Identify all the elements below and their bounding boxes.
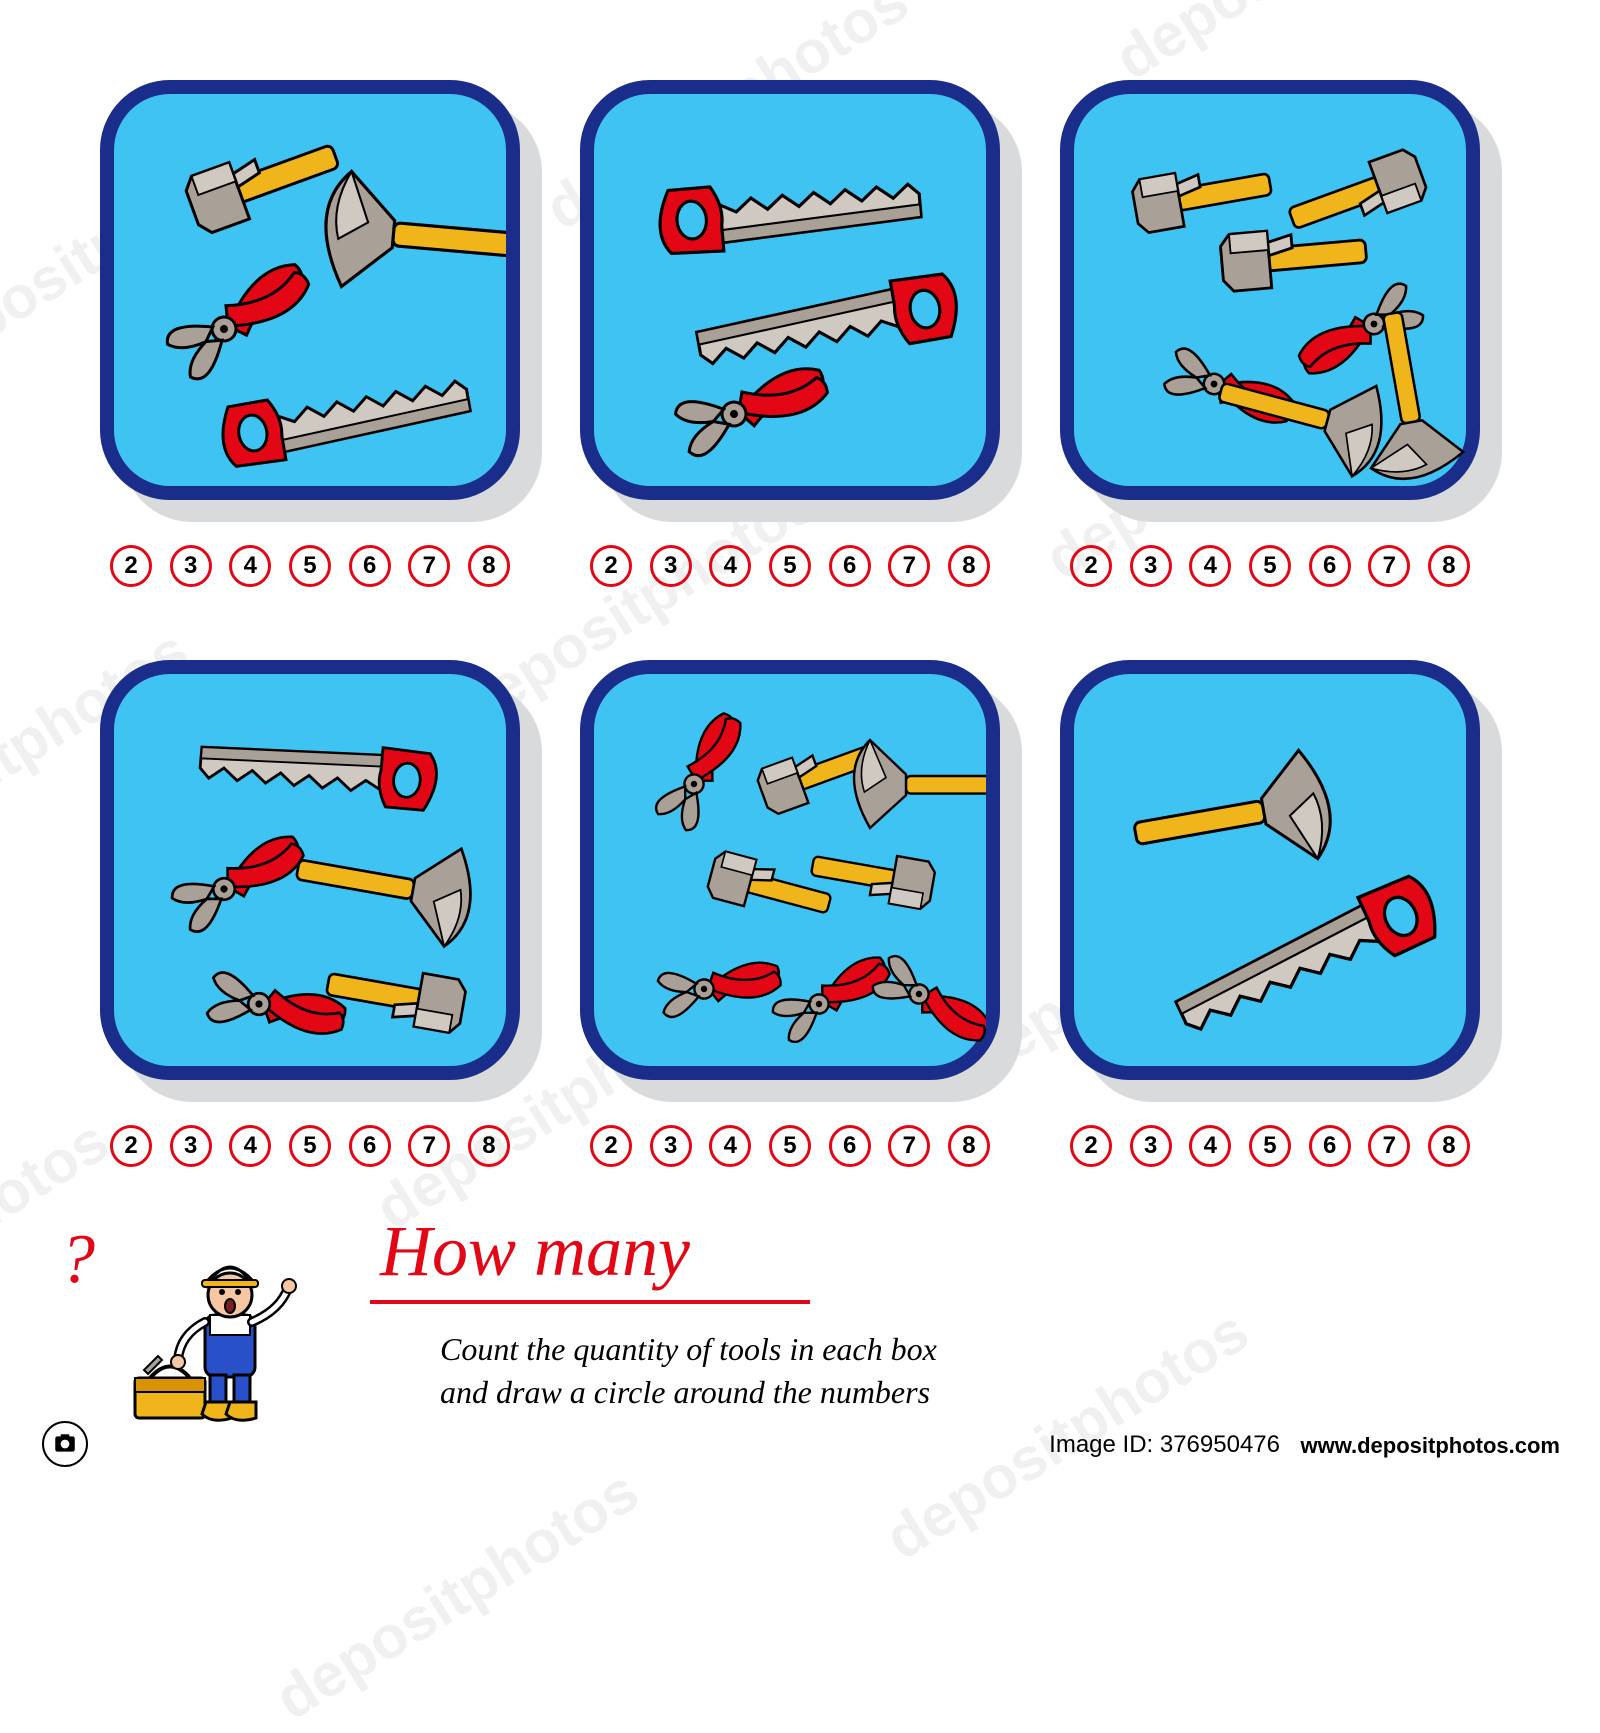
- number-option[interactable]: 8: [948, 545, 990, 587]
- number-options-row: 2345678: [100, 545, 520, 587]
- pliers-icon: [163, 251, 318, 383]
- puzzle-cell: 2345678: [1060, 660, 1500, 1200]
- number-option[interactable]: 5: [289, 1125, 331, 1167]
- number-option[interactable]: 4: [709, 1125, 751, 1167]
- number-option[interactable]: 6: [1309, 1125, 1351, 1167]
- image-id-label: Image ID: 376950476: [1049, 1431, 1280, 1459]
- number-option[interactable]: 6: [829, 1125, 871, 1167]
- axe-icon: [1126, 747, 1337, 889]
- number-option[interactable]: 4: [1189, 1125, 1231, 1167]
- pliers-icon: [653, 707, 752, 834]
- number-option[interactable]: 5: [769, 545, 811, 587]
- number-options-row: 2345678: [100, 1125, 520, 1167]
- number-options-row: 2345678: [580, 545, 1000, 587]
- number-option[interactable]: 4: [229, 545, 271, 587]
- hammer-icon: [1219, 223, 1368, 292]
- number-option[interactable]: 8: [948, 1125, 990, 1167]
- number-option[interactable]: 8: [468, 1125, 510, 1167]
- number-option[interactable]: 7: [408, 545, 450, 587]
- title-underline: [370, 1300, 810, 1304]
- axe-icon: [289, 821, 479, 949]
- number-option[interactable]: 6: [829, 545, 871, 587]
- number-option[interactable]: 3: [170, 1125, 212, 1167]
- tool-box: [580, 660, 1000, 1080]
- saw-icon: [694, 270, 962, 379]
- puzzle-cell: 2345678: [1060, 80, 1500, 620]
- number-option[interactable]: 5: [769, 1125, 811, 1167]
- hammer-icon: [1131, 157, 1275, 234]
- watermark-text: depositphotos: [263, 1456, 650, 1733]
- pliers-icon: [673, 355, 834, 459]
- number-option[interactable]: 2: [590, 545, 632, 587]
- number-option[interactable]: 8: [468, 545, 510, 587]
- axe-icon: [854, 740, 986, 828]
- number-option[interactable]: 7: [408, 1125, 450, 1167]
- number-option[interactable]: 7: [1368, 1125, 1410, 1167]
- puzzle-cell: 2345678: [100, 80, 540, 620]
- pliers-icon: [169, 824, 311, 935]
- pliers-icon: [206, 971, 348, 1044]
- number-option[interactable]: 6: [349, 1125, 391, 1167]
- puzzle-title: How many: [380, 1210, 690, 1293]
- tool-box: [100, 80, 520, 500]
- number-option[interactable]: 7: [1368, 545, 1410, 587]
- instructions-line2: and draw a circle around the numbers: [440, 1374, 930, 1410]
- number-option[interactable]: 3: [650, 545, 692, 587]
- saw-icon: [1169, 870, 1446, 1047]
- number-option[interactable]: 2: [1070, 545, 1112, 587]
- puzzle-cell: 2345678: [580, 80, 1020, 620]
- number-option[interactable]: 2: [110, 1125, 152, 1167]
- site-url: www.depositphotos.com: [1300, 1433, 1560, 1459]
- tool-box: [580, 80, 1000, 500]
- puzzle-grid: 2345678234567823456782345678234567823456…: [100, 80, 1500, 1200]
- hammer-icon: [1283, 147, 1430, 245]
- pliers-icon: [657, 954, 784, 1019]
- number-option[interactable]: 8: [1428, 545, 1470, 587]
- depositphotos-logo: [42, 1421, 88, 1467]
- number-option[interactable]: 2: [590, 1125, 632, 1167]
- number-option[interactable]: 3: [170, 545, 212, 587]
- number-option[interactable]: 8: [1428, 1125, 1470, 1167]
- number-option[interactable]: 3: [650, 1125, 692, 1167]
- number-option[interactable]: 6: [1309, 545, 1351, 587]
- number-options-row: 2345678: [580, 1125, 1000, 1167]
- hammer-icon: [182, 128, 345, 236]
- tool-box: [100, 660, 520, 1080]
- number-option[interactable]: 7: [888, 1125, 930, 1167]
- number-options-row: 2345678: [1060, 1125, 1480, 1167]
- number-option[interactable]: 5: [1249, 1125, 1291, 1167]
- puzzle-cell: 2345678: [580, 660, 1020, 1200]
- tool-box: [1060, 660, 1480, 1080]
- saw-icon: [218, 366, 474, 470]
- question-mark-icon: ?: [60, 1220, 95, 1300]
- axe-icon: [1208, 347, 1392, 480]
- number-option[interactable]: 5: [289, 545, 331, 587]
- number-option[interactable]: 3: [1130, 545, 1172, 587]
- worker-icon: [130, 1250, 300, 1430]
- number-option[interactable]: 2: [1070, 1125, 1112, 1167]
- number-option[interactable]: 5: [1249, 545, 1291, 587]
- saw-icon: [198, 732, 438, 811]
- puzzle-cell: 2345678: [100, 660, 540, 1200]
- axe-icon: [321, 170, 506, 303]
- instructions-text: Count the quantity of tools in each box …: [440, 1328, 937, 1414]
- number-option[interactable]: 4: [229, 1125, 271, 1167]
- number-option[interactable]: 3: [1130, 1125, 1172, 1167]
- number-option[interactable]: 2: [110, 545, 152, 587]
- number-option[interactable]: 6: [349, 545, 391, 587]
- number-options-row: 2345678: [1060, 545, 1480, 587]
- instructions-line1: Count the quantity of tools in each box: [440, 1331, 937, 1367]
- tool-box: [1060, 80, 1480, 500]
- number-option[interactable]: 4: [709, 545, 751, 587]
- number-option[interactable]: 7: [888, 545, 930, 587]
- hammer-icon: [323, 957, 467, 1034]
- saw-icon: [657, 169, 923, 257]
- number-option[interactable]: 4: [1189, 545, 1231, 587]
